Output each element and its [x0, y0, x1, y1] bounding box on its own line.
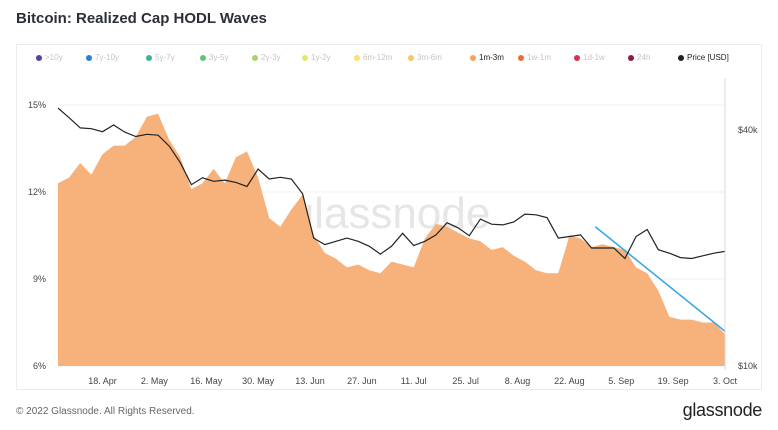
- legend-label: 7y-10y: [95, 53, 120, 62]
- legend-swatch: [408, 54, 414, 61]
- x-tick: 25. Jul: [452, 376, 479, 386]
- chart-title: Bitcoin: Realized Cap HODL Waves: [16, 10, 267, 27]
- legend-item-2y-3y[interactable]: 2y-3y: [252, 53, 281, 62]
- legend-label: >10y: [45, 53, 63, 62]
- legend-swatch: [628, 54, 634, 61]
- legend-item--10y[interactable]: >10y: [36, 53, 63, 62]
- legend-label: 2y-3y: [261, 53, 281, 62]
- x-tick: 19. Sep: [658, 376, 689, 386]
- legend-item-5y-7y[interactable]: 5y-7y: [146, 53, 175, 62]
- copyright-text: © 2022 Glassnode. All Rights Reserved.: [16, 406, 195, 417]
- legend-swatch: [574, 54, 580, 61]
- y-left-tick: 6%: [33, 361, 46, 371]
- price-line: [57, 107, 726, 260]
- legend-label: 3m-6m: [417, 53, 442, 62]
- legend-item-1d-1w[interactable]: 1d-1w: [574, 53, 605, 62]
- legend-item-7y-10y[interactable]: 7y-10y: [86, 53, 119, 62]
- x-tick: 2. May: [141, 376, 169, 386]
- legend-swatch: [302, 54, 308, 61]
- legend-item-1m-3m[interactable]: 1m-3m: [470, 53, 504, 62]
- legend-label: 1y-2y: [311, 53, 331, 62]
- glassnode-logo[interactable]: glassnode: [682, 400, 763, 420]
- y-right-tick: $40k: [738, 125, 758, 135]
- legend-swatch: [518, 54, 524, 61]
- x-tick: 16. May: [190, 376, 223, 386]
- x-tick: 11. Jul: [401, 376, 427, 386]
- legend-swatch: [36, 54, 42, 61]
- legend-swatch: [200, 54, 206, 61]
- legend-swatch: [470, 54, 476, 61]
- y-left-tick: 15%: [28, 100, 46, 110]
- legend-label: Price [USD]: [687, 53, 729, 62]
- legend-item-1w-1m[interactable]: 1w-1m: [518, 53, 551, 62]
- legend-label: 1d-1w: [583, 53, 605, 62]
- legend-label: 5y-7y: [155, 53, 175, 62]
- legend-label: 3y-5y: [209, 53, 229, 62]
- legend-item-price-usd-[interactable]: Price [USD]: [678, 53, 729, 62]
- legend-label: 1w-1m: [527, 53, 552, 62]
- x-tick: 18. Apr: [88, 376, 117, 386]
- legend-swatch: [252, 54, 258, 61]
- x-tick: 22. Aug: [554, 376, 585, 386]
- x-tick: 27. Jun: [347, 376, 377, 386]
- x-tick: 13. Jun: [295, 376, 325, 386]
- x-tick: 3. Oct: [713, 376, 738, 386]
- watermark-text: glassnode: [290, 189, 491, 238]
- area-series-1m-3m: [58, 113, 725, 366]
- legend-item-3y-5y[interactable]: 3y-5y: [200, 53, 229, 62]
- legend-item-1y-2y[interactable]: 1y-2y: [302, 53, 331, 62]
- legend-label: 1m-3m: [479, 53, 504, 62]
- y-left-tick: 12%: [28, 187, 46, 197]
- y-right-tick: $10k: [738, 361, 758, 371]
- legend-label: 24h: [637, 53, 651, 62]
- legend-swatch: [678, 54, 684, 61]
- legend-item-24h[interactable]: 24h: [628, 53, 650, 62]
- legend-label: 6m-12m: [363, 53, 393, 62]
- legend-swatch: [146, 54, 152, 61]
- legend-swatch: [354, 54, 360, 61]
- legend-item-3m-6m[interactable]: 3m-6m: [408, 53, 442, 62]
- y-left-tick: 9%: [33, 274, 46, 284]
- x-tick: 8. Aug: [505, 376, 531, 386]
- legend: >10y 7y-10y 5y-7y 3y-5y 2y-3y 1y-2y 6m-12m 3m-6…: [18, 53, 758, 67]
- x-tick: 30. May: [242, 376, 275, 386]
- x-tick: 5. Sep: [608, 376, 634, 386]
- legend-swatch: [86, 54, 92, 61]
- trendline: [594, 226, 726, 332]
- legend-item-6m-12m[interactable]: 6m-12m: [354, 53, 392, 62]
